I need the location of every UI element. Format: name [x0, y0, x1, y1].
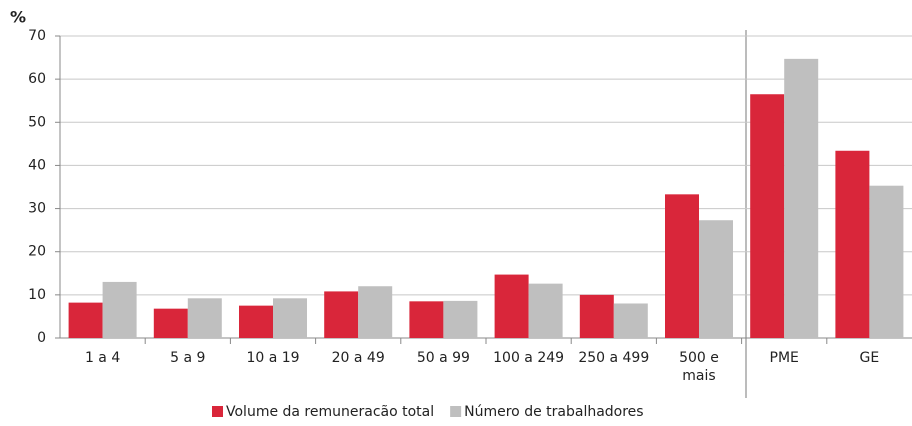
legend-swatch — [450, 406, 462, 417]
y-tick-label: 70 — [28, 28, 46, 44]
bar — [409, 301, 444, 338]
x-tick-label: GE — [860, 350, 880, 366]
bar — [187, 298, 222, 338]
bar — [613, 303, 648, 338]
bar — [102, 281, 137, 338]
legend-label: Número de trabalhadores — [464, 404, 643, 420]
y-tick-label: 0 — [37, 330, 46, 346]
x-tick-label: 1 a 4 — [85, 350, 120, 366]
bar — [273, 298, 307, 338]
y-axis-label: % — [10, 8, 26, 27]
bar — [443, 300, 478, 338]
bar — [699, 220, 733, 338]
x-tick-label: 20 a 49 — [332, 350, 385, 366]
x-tick-label: 5 a 9 — [170, 350, 205, 366]
y-tick-label: 30 — [28, 201, 46, 217]
bar — [239, 305, 273, 338]
bar — [153, 308, 188, 338]
bar — [324, 291, 359, 338]
x-tick-label: 50 a 99 — [417, 350, 470, 366]
bar — [528, 283, 563, 338]
bar — [869, 185, 904, 338]
x-tick-label: 10 a 19 — [246, 350, 299, 366]
legend-label: Volume da remuneracão total — [226, 404, 434, 420]
bar — [665, 194, 699, 338]
legend-swatch — [212, 406, 223, 417]
y-tick-label: 50 — [28, 114, 46, 130]
bar — [750, 94, 785, 338]
x-tick-label: 250 a 499 — [578, 350, 649, 366]
bar — [358, 286, 393, 338]
bar — [835, 150, 870, 338]
bar — [68, 302, 103, 338]
y-tick-label: 10 — [28, 287, 46, 303]
bar — [494, 274, 529, 338]
x-tick-label: PME — [770, 350, 799, 366]
y-tick-label: 20 — [28, 244, 46, 260]
y-tick-label: 40 — [28, 157, 46, 173]
bar — [784, 58, 819, 338]
x-tick-label: 100 a 249 — [493, 350, 564, 366]
bar — [579, 294, 614, 338]
y-tick-label: 60 — [28, 71, 46, 87]
x-tick-label: 500 e mais — [679, 350, 719, 384]
